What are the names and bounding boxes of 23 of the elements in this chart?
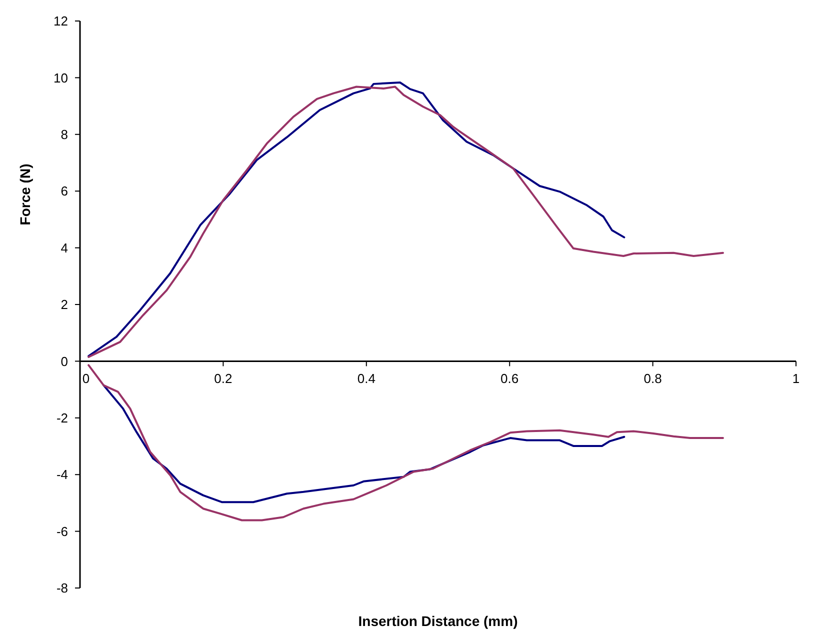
y-tick-label: -6 [56,524,68,539]
y-tick-label: 8 [60,126,68,142]
y-tick-label: 12 [54,14,68,29]
x-tick-label: 0.2 [214,371,232,386]
y-tick-label: 0 [60,354,68,369]
x-tick-label: 0.6 [500,371,519,386]
y-tick-label: -2 [56,410,68,426]
y-tick-label: 10 [54,70,68,86]
y-tick-label: 2 [60,297,68,312]
y-axis-title: Force (N) [17,164,33,226]
y-tick-label: 6 [60,184,68,199]
x-tick-label: 1 [792,371,800,386]
line-series [102,384,626,504]
x-tick-label: 0 [82,371,90,386]
y-tick-label: -4 [56,467,68,482]
y-tick-label: -8 [56,580,68,596]
x-axis-title: Insertion Distance (mm) [358,613,518,629]
line-series [88,82,626,358]
line-series [88,86,724,358]
x-tick-label: 0.4 [357,371,376,386]
line-series [88,364,724,522]
x-tick-label: 0.8 [644,371,662,386]
y-tick-label: 4 [60,240,68,256]
